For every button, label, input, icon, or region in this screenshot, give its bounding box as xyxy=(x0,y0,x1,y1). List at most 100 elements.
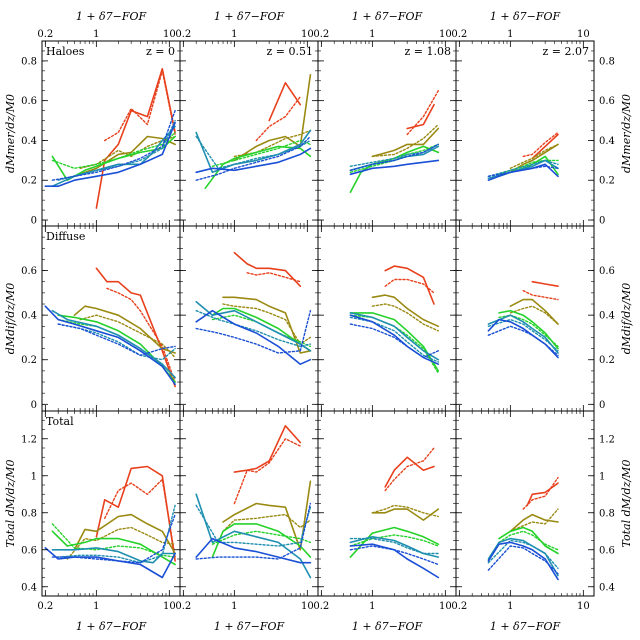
series-green-solid-line xyxy=(204,145,312,189)
series-red-dotted-line xyxy=(233,438,301,505)
series-blue-dotted-line xyxy=(487,545,559,575)
series-olive-solid-line xyxy=(222,296,312,354)
series-blue-solid-line xyxy=(349,159,440,176)
panel-r0-c2: 0.2 1 10 z = 1.08 xyxy=(313,29,457,227)
y-tick-label: 0.6 xyxy=(21,266,37,277)
bottom-x-axis-label: 1 + δ7−FOF xyxy=(352,620,423,633)
series-red-dotted-line xyxy=(103,478,176,558)
series-blue-dotted-line xyxy=(51,513,176,564)
y-tick-label: 1.2 xyxy=(599,434,615,445)
top-x-axis-label: 1 + δ7−FOF xyxy=(352,10,423,23)
y-tick-label: 0.8 xyxy=(599,56,615,67)
top-x-axis-label: 1 + δ7−FOF xyxy=(490,10,561,23)
panel-r1-c0: 0 0.2 0.4 0.6 Diffuse xyxy=(21,225,181,412)
series-teal-dotted-line xyxy=(487,159,559,178)
series-red-dotted-line xyxy=(522,476,559,510)
series-olive-solid-line xyxy=(509,298,559,325)
series-blue-dotted-line xyxy=(349,323,439,359)
y-tick-label: 0 xyxy=(31,400,37,411)
x-tick-label: 0.2 xyxy=(313,29,329,40)
panel-series-group xyxy=(44,267,176,388)
panel-series-group xyxy=(195,424,312,579)
series-blue-solid-line xyxy=(487,541,559,581)
series-red-solid-line xyxy=(233,424,302,473)
series-olive-dotted-line xyxy=(371,303,439,332)
x-tick-label: 1 xyxy=(93,29,99,40)
series-teal-dotted-line xyxy=(349,537,439,555)
series-teal-solid-line xyxy=(349,312,440,361)
right-y-axis-label: dMmer/dz/M0 xyxy=(620,94,633,173)
series-green-dotted-line xyxy=(349,143,439,174)
left-y-axis-label: dMmer/dz/M0 xyxy=(4,94,17,173)
left-y-axis-label: Total dM/dz/M0 xyxy=(4,460,17,548)
series-red-solid-line xyxy=(95,465,176,562)
row-title-label: Diffuse xyxy=(46,230,85,243)
series-blue-solid-line xyxy=(195,537,312,564)
x-tick-label: 1 xyxy=(507,601,513,612)
series-olive-solid-line xyxy=(509,513,559,533)
y-tick-label: 0.8 xyxy=(21,56,37,67)
x-tick-label: 0.2 xyxy=(37,601,53,612)
series-blue-dotted-line xyxy=(57,323,176,356)
panel-series-group xyxy=(487,280,559,359)
series-green-solid-line xyxy=(498,309,559,350)
x-tick-label: 10 xyxy=(301,601,314,612)
series-olive-solid-line xyxy=(222,480,312,551)
series-olive-dotted-line xyxy=(509,305,559,325)
series-teal-dotted-line xyxy=(195,504,312,547)
x-tick-label: 10 xyxy=(163,29,176,40)
series-blue-dotted-line xyxy=(487,325,559,356)
x-tick-label: 0.2 xyxy=(175,601,191,612)
y-tick-label: 0 xyxy=(599,400,605,411)
left-y-axis-label: dMdif/dz/M0 xyxy=(4,283,17,354)
series-olive-solid-line xyxy=(73,513,176,555)
series-red-solid-line xyxy=(406,103,435,130)
series-olive-solid-line xyxy=(371,294,440,328)
series-blue-dotted-line xyxy=(349,143,439,172)
y-tick-label: 0.2 xyxy=(599,355,615,366)
series-blue-solid-line xyxy=(349,314,440,366)
series-olive-dotted-line xyxy=(79,314,176,359)
row-title-label: Haloes xyxy=(46,45,85,58)
panel-series-group xyxy=(195,251,312,366)
y-tick-label: 0.4 xyxy=(21,136,37,147)
y-tick-label: 0.8 xyxy=(21,508,37,519)
redshift-label: z = 2.07 xyxy=(543,45,590,58)
y-tick-label: 0 xyxy=(599,216,605,227)
x-tick-label: 1 xyxy=(93,601,99,612)
panel-series-group xyxy=(487,131,559,181)
x-tick-label: 10 xyxy=(439,601,452,612)
y-tick-label: 0.4 xyxy=(599,582,615,593)
top-x-axis-label: 1 + δ7−FOF xyxy=(214,10,285,23)
series-olive-dotted-line xyxy=(371,123,439,158)
series-teal-solid-line xyxy=(487,314,559,354)
series-olive-dotted-line xyxy=(222,513,312,532)
series-teal-dotted-line xyxy=(487,539,559,569)
series-red-solid-line xyxy=(384,456,435,488)
top-x-axis-label: 1 + δ7−FOF xyxy=(76,10,147,23)
x-tick-label: 0.2 xyxy=(451,601,467,612)
series-blue-solid-line xyxy=(349,543,440,579)
series-teal-dotted-line xyxy=(487,318,559,352)
y-tick-label: 0.6 xyxy=(599,545,615,556)
panel-series-group xyxy=(349,89,440,193)
y-tick-label: 1 xyxy=(599,471,605,482)
series-blue-dotted-line xyxy=(51,109,176,181)
panel-series-group xyxy=(349,265,440,374)
series-teal-solid-line xyxy=(51,309,176,379)
y-tick-label: 1.2 xyxy=(21,434,37,445)
y-tick-label: 0.2 xyxy=(599,176,615,187)
panel-series-group xyxy=(44,465,176,579)
series-green-dotted-line xyxy=(498,530,559,551)
series-teal-dotted-line xyxy=(57,504,176,564)
series-blue-solid-line xyxy=(44,547,176,579)
series-red-solid-line xyxy=(531,280,559,288)
series-olive-solid-line xyxy=(371,508,440,521)
redshift-label: z = 0.51 xyxy=(267,45,314,58)
y-tick-label: 0.8 xyxy=(599,508,615,519)
redshift-label: z = 1.08 xyxy=(405,45,452,58)
panel-r1-c1 xyxy=(179,225,319,412)
x-tick-label: 10 xyxy=(577,601,590,612)
series-teal-solid-line xyxy=(195,300,312,352)
panel-series-group xyxy=(195,74,312,189)
